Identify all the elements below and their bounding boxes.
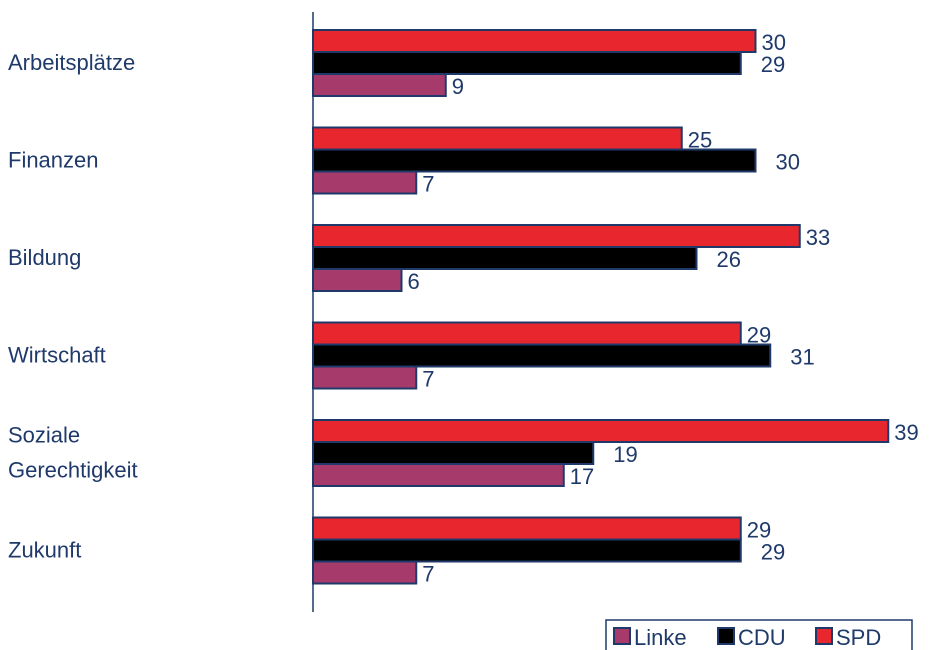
- bar-spd-soziale-gerechtigkeit: [312, 419, 890, 443]
- value-label-cdu-wirtschaft: 31: [790, 345, 814, 370]
- bar-spd-finanzen: [312, 126, 683, 151]
- value-label-spd-bildung: 33: [806, 225, 830, 250]
- bar-spd-wirtschaft: [312, 321, 742, 346]
- bar-linke-arbeitsplaetze: [312, 73, 447, 97]
- category-label-finanzen: Finanzen: [8, 148, 99, 173]
- bar-linke-zukunft: [312, 560, 418, 585]
- value-label-cdu-arbeitsplaetze: 29: [761, 52, 785, 77]
- value-label-spd-wirtschaft: 29: [747, 323, 771, 348]
- value-label-linke-bildung: 6: [408, 269, 420, 294]
- category-label-zukunft: Zukunft: [8, 538, 81, 563]
- category-label-bildung: Bildung: [8, 245, 81, 270]
- value-label-linke-zukunft: 7: [422, 562, 434, 587]
- legend-swatch-spd: [815, 627, 833, 645]
- value-label-spd-arbeitsplaetze: 30: [762, 30, 786, 55]
- value-label-linke-arbeitsplaetze: 9: [452, 74, 464, 99]
- bar-linke-finanzen: [312, 170, 418, 195]
- legend-label-spd: SPD: [836, 625, 881, 650]
- value-label-cdu-bildung: 26: [717, 247, 741, 272]
- bar-cdu-zukunft: [312, 538, 742, 563]
- category-label-arbeitsplaetze: Arbeitsplätze: [8, 50, 135, 75]
- bar-spd-zukunft: [312, 516, 742, 541]
- bar-cdu-arbeitsplaetze: [312, 51, 742, 75]
- category-label-wirtschaft: Wirtschaft: [8, 343, 106, 368]
- value-label-linke-finanzen: 7: [422, 172, 434, 197]
- bar-spd-bildung: [312, 224, 801, 248]
- bar-cdu-bildung: [312, 246, 698, 270]
- value-label-spd-soziale-gerechtigkeit: 39: [894, 420, 918, 445]
- value-label-spd-zukunft: 29: [747, 518, 771, 543]
- legend-label-linke: Linke: [634, 625, 687, 650]
- legend-box: [605, 619, 913, 650]
- legend-swatch-cdu: [717, 627, 735, 645]
- bar-cdu-soziale-gerechtigkeit: [312, 441, 595, 465]
- bar-cdu-finanzen: [312, 148, 757, 173]
- bar-linke-soziale-gerechtigkeit: [312, 463, 565, 487]
- legend-swatch-linke: [613, 627, 631, 645]
- bar-spd-arbeitsplaetze: [312, 29, 757, 53]
- value-label-cdu-finanzen: 30: [776, 150, 800, 175]
- legend-label-cdu: CDU: [738, 625, 786, 650]
- bar-linke-bildung: [312, 268, 403, 292]
- bar-linke-wirtschaft: [312, 365, 418, 390]
- value-label-linke-wirtschaft: 7: [422, 367, 434, 392]
- category-label-soziale-gerechtigkeit-line-1: Soziale: [8, 423, 80, 448]
- category-labels: Arbeitsplätze Finanzen Bildung Wirtschaft So…: [8, 50, 138, 563]
- legend: Linke CDU SPD: [605, 619, 913, 650]
- value-label-cdu-zukunft: 29: [761, 540, 785, 565]
- value-label-cdu-soziale-gerechtigkeit: 19: [613, 442, 637, 467]
- value-label-spd-finanzen: 25: [688, 128, 712, 153]
- bars: [312, 29, 890, 585]
- bar-cdu-wirtschaft: [312, 343, 772, 368]
- category-label-soziale-gerechtigkeit-line-2: Gerechtigkeit: [8, 458, 138, 483]
- value-label-linke-soziale-gerechtigkeit: 17: [570, 464, 594, 489]
